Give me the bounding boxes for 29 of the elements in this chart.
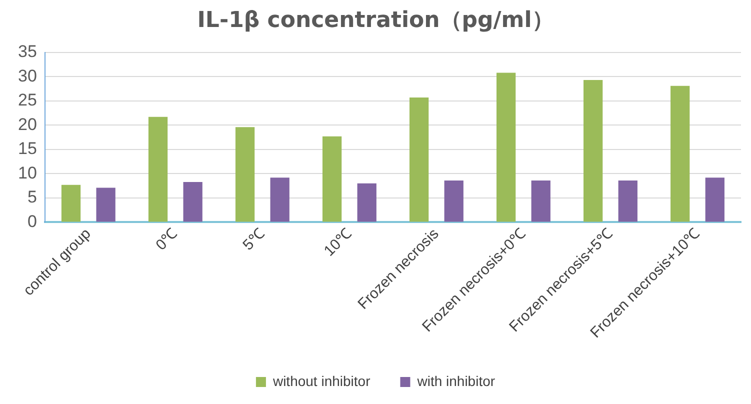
bar xyxy=(96,188,116,222)
bar xyxy=(409,98,429,222)
bar xyxy=(670,86,690,222)
x-tick-label: 5℃ xyxy=(240,225,268,254)
bar xyxy=(235,127,255,222)
bar xyxy=(618,180,638,222)
y-tick-label: 0 xyxy=(27,212,37,231)
bar xyxy=(183,182,202,222)
bar xyxy=(584,80,603,222)
chart-title: IL-1β concentration（pg/ml） xyxy=(197,8,554,33)
bar xyxy=(496,72,516,222)
bar xyxy=(148,116,168,222)
x-tick-label: 0℃ xyxy=(152,225,182,254)
y-tick-label: 25 xyxy=(18,90,37,110)
bar xyxy=(357,183,376,222)
y-tick-label: 20 xyxy=(18,114,37,134)
y-tick-label: 15 xyxy=(18,139,37,158)
bar xyxy=(322,136,342,222)
y-tick-label: 35 xyxy=(18,42,37,62)
bar xyxy=(270,178,290,222)
bar xyxy=(705,178,724,222)
bar xyxy=(61,184,81,222)
legend-label: without inhibitor xyxy=(272,372,371,389)
bar xyxy=(444,180,464,222)
bar xyxy=(531,180,550,222)
y-tick-label: 5 xyxy=(27,188,37,207)
y-tick-label: 30 xyxy=(18,66,37,86)
legend-label: with inhibitor xyxy=(416,372,496,389)
y-tick-label: 10 xyxy=(18,163,37,182)
